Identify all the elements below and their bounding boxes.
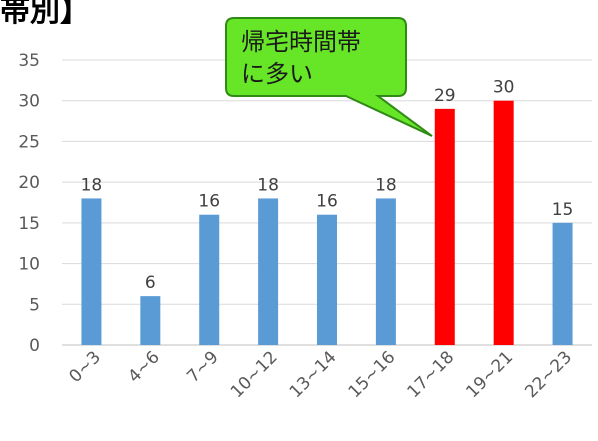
x-tick-label: 22~23 bbox=[521, 347, 576, 402]
y-tick-label: 5 bbox=[29, 295, 40, 315]
y-tick-label: 0 bbox=[29, 336, 40, 356]
y-tick-label: 30 bbox=[18, 92, 40, 112]
bar-4~6 bbox=[140, 296, 161, 345]
x-tick-label: 7~9 bbox=[183, 347, 223, 387]
data-label: 18 bbox=[257, 175, 279, 195]
data-labels: 18 6 16 18 16 18 29 30 15 bbox=[81, 78, 574, 293]
x-tick-label: 13~14 bbox=[286, 347, 341, 402]
bar-10~12 bbox=[258, 198, 279, 345]
x-tick-label: 4~6 bbox=[124, 347, 164, 387]
y-tick-label: 15 bbox=[18, 214, 40, 234]
callout-bubble: 帰宅時間帯 に多い bbox=[225, 17, 433, 137]
x-tick-label: 19~21 bbox=[462, 347, 517, 402]
x-tick-label: 15~16 bbox=[345, 347, 400, 402]
chart-title: 帯別】 bbox=[0, 0, 90, 29]
y-tick-labels: 0 5 10 15 20 25 30 35 bbox=[18, 51, 40, 356]
bars bbox=[81, 100, 573, 345]
x-tick-label: 17~18 bbox=[404, 347, 459, 402]
data-label: 30 bbox=[493, 78, 515, 98]
bar-22~23 bbox=[552, 222, 573, 345]
bar-7~9 bbox=[199, 214, 220, 345]
data-label: 16 bbox=[198, 192, 220, 212]
callout-line-2: に多い bbox=[241, 60, 313, 88]
data-label: 16 bbox=[316, 192, 338, 212]
data-label: 6 bbox=[145, 273, 156, 293]
x-tick-label: 0~3 bbox=[65, 347, 105, 387]
y-tick-label: 10 bbox=[18, 255, 40, 275]
data-label: 18 bbox=[375, 175, 397, 195]
y-tick-label: 20 bbox=[18, 173, 40, 193]
callout-shape bbox=[225, 17, 433, 137]
x-tick-label: 10~12 bbox=[227, 347, 282, 402]
x-tick-labels: 0~3 4~6 7~9 10~12 13~14 15~16 17~18 19~21 22~23 bbox=[65, 347, 576, 402]
data-label: 18 bbox=[81, 175, 103, 195]
bar-0~3 bbox=[81, 198, 102, 345]
bar-19~21 bbox=[493, 100, 514, 345]
data-label: 29 bbox=[434, 86, 456, 106]
callout-line-1: 帰宅時間帯 bbox=[241, 28, 361, 56]
y-tick-label: 25 bbox=[18, 132, 40, 152]
data-label: 15 bbox=[552, 200, 574, 220]
y-tick-label: 35 bbox=[18, 51, 40, 71]
bar-13~14 bbox=[317, 214, 337, 345]
bar-17~18 bbox=[434, 108, 455, 345]
bar-15~16 bbox=[375, 198, 396, 345]
